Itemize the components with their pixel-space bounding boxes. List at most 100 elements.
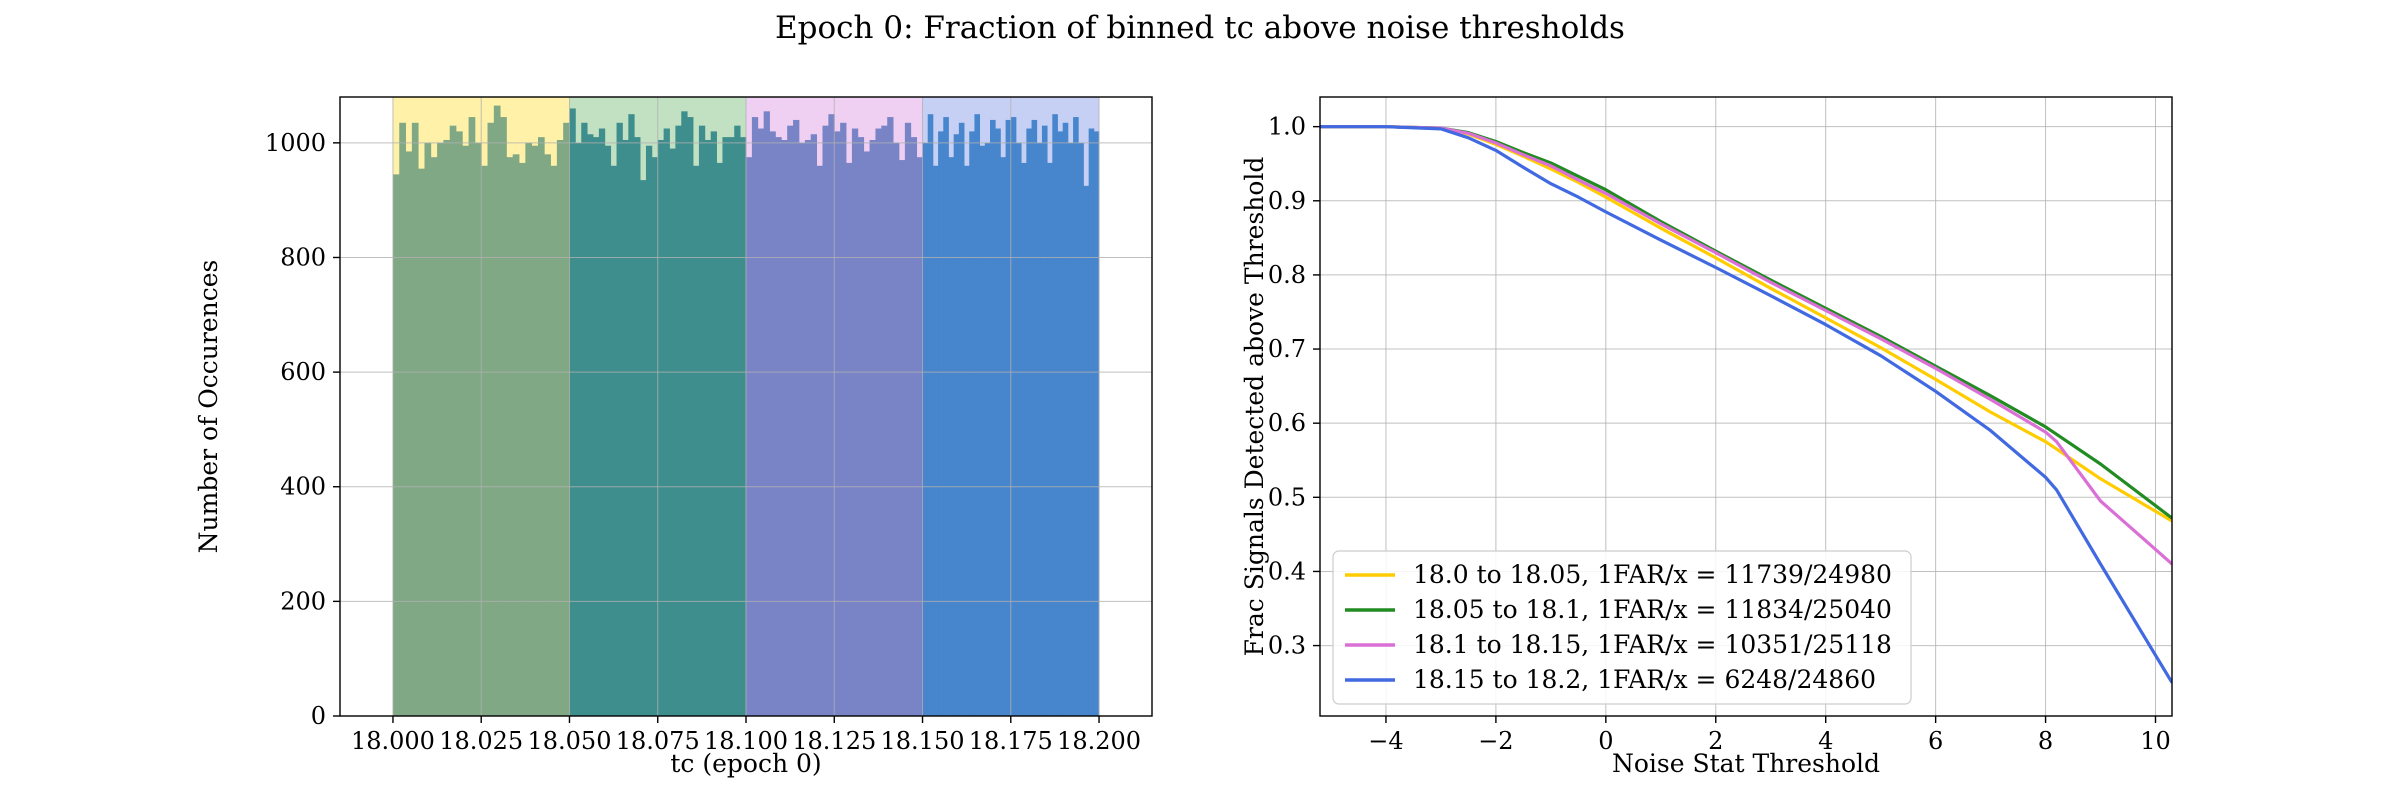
hist-bar (593, 137, 600, 717)
hist-bar (493, 105, 501, 716)
hist-bar (411, 122, 419, 716)
hist-bar (984, 142, 991, 716)
hist-bar (622, 139, 629, 717)
x-tick-label: 2 (1708, 727, 1723, 755)
hist-bar (804, 139, 812, 717)
hist-bar (550, 165, 558, 716)
hist-bar (616, 122, 623, 716)
hist-bar (481, 165, 488, 716)
hist-bar (775, 137, 782, 717)
hist-bar (875, 128, 882, 717)
hist-bar (763, 111, 770, 716)
hist-bar (746, 157, 753, 717)
x-tick-label: 8 (2038, 727, 2053, 755)
legend-entry-2: 18.1 to 18.15, 1FAR/x = 10351/25118 (1413, 630, 1892, 659)
y-tick-label: 800 (280, 243, 326, 271)
x-tick-label: 6 (1928, 727, 1943, 755)
hist-bar (437, 142, 444, 716)
hist-bar (681, 111, 688, 716)
x-tick-label: 18.025 (439, 727, 523, 755)
hist-bar (704, 139, 712, 717)
hist-bar (927, 114, 934, 716)
hist-bar (537, 137, 545, 717)
line-plot-frame (1319, 96, 2173, 717)
hist-bar (628, 114, 635, 716)
hist-bar (598, 128, 606, 717)
hist-bar (943, 117, 949, 717)
hist-bar (816, 165, 823, 716)
x-tick-label: 18.000 (351, 727, 435, 755)
hist-bar (740, 137, 747, 717)
x-tick-label: −4 (1368, 727, 1403, 755)
hist-bar (640, 180, 647, 717)
hist-bar (851, 128, 859, 717)
hist-bar (887, 117, 894, 717)
hist-bar (810, 134, 818, 716)
hist-bar (793, 119, 800, 717)
hist-bar (610, 165, 617, 716)
x-tick-label: 18.125 (792, 727, 876, 755)
hist-bar (698, 125, 706, 716)
hist-bar (798, 142, 806, 716)
x-tick-label: 10 (2140, 727, 2171, 755)
legend-entry-1: 18.05 to 18.1, 1FAR/x = 11834/25040 (1413, 595, 1892, 624)
hist-bar (769, 131, 776, 716)
hist-bar (716, 162, 723, 716)
hist-bar (657, 139, 665, 717)
hist-bar (456, 131, 463, 716)
hist-bar (893, 142, 900, 716)
hist-bar (587, 134, 594, 716)
hist-bar (1041, 125, 1048, 716)
hist-bar (1021, 162, 1027, 716)
hist-bar (710, 131, 717, 716)
hist-bar (487, 122, 495, 716)
hist-bar (822, 125, 829, 716)
x-tick-label: 0 (1598, 727, 1613, 755)
hist-bar (869, 139, 876, 717)
hist-bar (651, 157, 659, 717)
hist-bar (581, 122, 588, 716)
hist-bar (857, 137, 865, 717)
hist-bar (405, 151, 413, 716)
hist-bar (575, 142, 582, 716)
legend-entry-3: 18.15 to 18.2, 1FAR/x = 6248/24860 (1413, 665, 1876, 694)
hist-bar (938, 131, 944, 716)
hist-bar (687, 117, 694, 717)
hist-bar (424, 142, 432, 716)
hist-bar (881, 125, 888, 716)
hist-bar (675, 125, 682, 716)
hist-bar (1047, 162, 1053, 716)
hist-bar (500, 117, 507, 717)
hist-bar (1073, 117, 1079, 717)
hist-bar (910, 137, 918, 717)
hist-bar (663, 128, 670, 717)
figure-title: Epoch 0: Fraction of binned tc above noi… (775, 10, 1625, 46)
y-tick-label: 0.9 (1268, 187, 1306, 215)
hist-bar (734, 125, 741, 716)
y-tick-label: 0.6 (1268, 409, 1306, 437)
y-tick-label: 0.3 (1268, 632, 1306, 660)
y-axis-label: Frac Signals Detected above Threshold (1240, 157, 1269, 657)
hist-bar (531, 145, 539, 716)
legend-entry-0: 18.0 to 18.05, 1FAR/x = 11739/24980 (1413, 560, 1892, 589)
hist-bar (669, 148, 676, 717)
hist-bar (969, 131, 975, 716)
y-tick-label: 0.8 (1268, 261, 1306, 289)
hist-bar (990, 119, 996, 717)
hist-bar (1010, 117, 1017, 717)
x-tick-label: 18.175 (969, 727, 1053, 755)
hist-bar (964, 165, 970, 716)
hist-bar (512, 154, 520, 716)
hist-bar (728, 137, 735, 717)
y-tick-label: 200 (280, 587, 326, 615)
hist-bar (846, 162, 853, 716)
hist-bar (1093, 131, 1100, 716)
y-tick-label: 1.0 (1268, 113, 1306, 141)
hist-bar (1057, 131, 1064, 716)
hist-bar (751, 117, 759, 717)
hist-bar (1005, 119, 1012, 717)
hist-bar (787, 125, 794, 716)
hist-bar (525, 142, 533, 716)
x-tick-label: 18.050 (527, 727, 611, 755)
legend-box (1332, 550, 1912, 705)
